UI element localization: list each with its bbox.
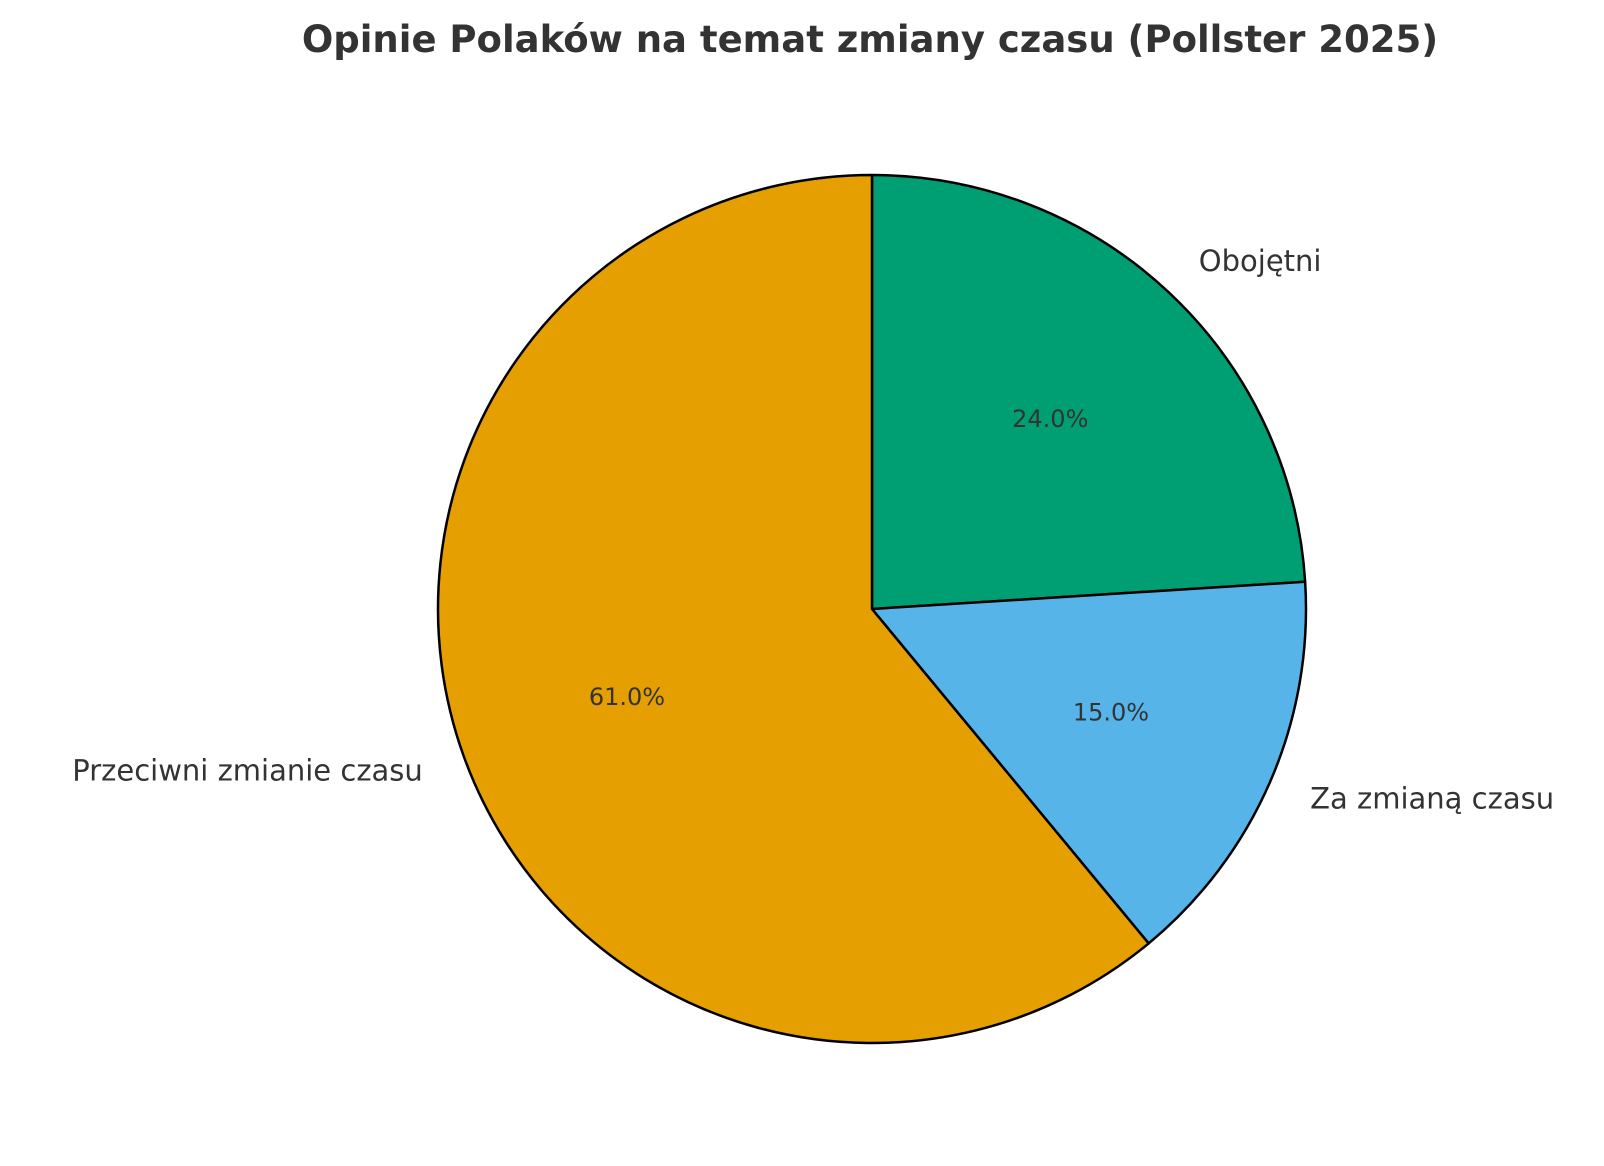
slice-percent-2: 61.0% xyxy=(589,683,665,711)
pie-slice-0 xyxy=(870,173,1307,611)
chart-title: Opinie Polaków na temat zmiany czasu (Po… xyxy=(302,18,1438,61)
pie-slice-2 xyxy=(436,173,1150,1045)
pie-slice-1 xyxy=(870,580,1308,945)
slice-label-0: Obojętni xyxy=(1199,244,1322,278)
slice-percent-1: 15.0% xyxy=(1073,698,1149,726)
slice-label-1: Za zmianą czasu xyxy=(1310,782,1554,816)
slice-label-2: Przeciwni zmianie czasu xyxy=(72,754,423,788)
slices-layer xyxy=(436,173,1308,1045)
slice-percent-0: 24.0% xyxy=(1012,405,1088,433)
labels-layer: Obojętni 24.0% Za zmianą czasu 15.0% Przeciw… xyxy=(72,244,1554,816)
